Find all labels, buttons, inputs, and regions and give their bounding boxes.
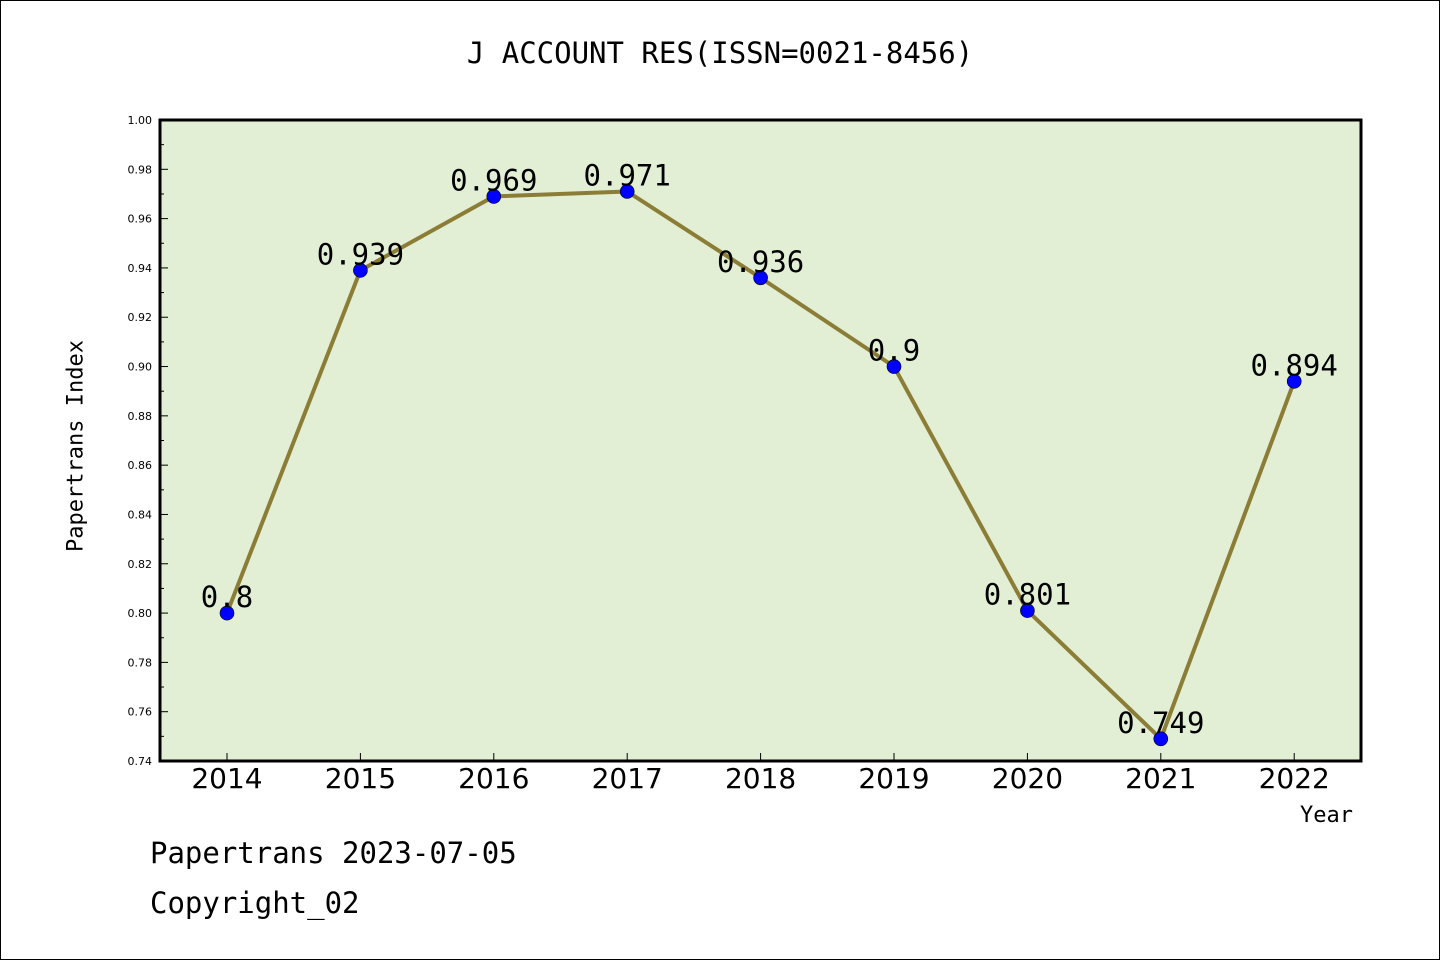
- x-tick-label: 2018: [725, 762, 796, 795]
- y-tick-label: 0.98: [128, 163, 153, 176]
- data-point: [353, 263, 368, 278]
- y-tick-label: 0.94: [128, 262, 153, 275]
- x-tick-label: 2014: [191, 762, 262, 795]
- x-tick-label: 2015: [325, 762, 396, 795]
- data-label: 0.9: [868, 334, 920, 368]
- data-label: 0.971: [584, 158, 671, 192]
- footer-copyright: Copyright_02: [150, 886, 360, 920]
- y-tick-label: 0.86: [128, 459, 153, 472]
- y-tick-label: 0.90: [128, 361, 153, 374]
- plot-area: [160, 120, 1361, 761]
- y-tick-label: 0.84: [128, 508, 153, 521]
- data-point: [753, 270, 768, 286]
- data-label: 0.939: [317, 237, 404, 271]
- y-tick-label: 0.82: [128, 558, 153, 571]
- data-point: [219, 605, 235, 621]
- data-point: [486, 189, 502, 204]
- plot-border: [158, 118, 1363, 763]
- y-tick-label: 0.88: [128, 410, 153, 423]
- data-point: [1020, 603, 1035, 618]
- data-label: 0.8: [201, 580, 253, 614]
- data-label: 0.801: [984, 578, 1071, 612]
- y-tick-label: 0.78: [128, 656, 153, 669]
- data-point: [619, 184, 635, 199]
- data-point: [886, 359, 902, 374]
- data-label: 0.749: [1117, 706, 1204, 740]
- chart-title: J ACCOUNT RES(ISSN=0021-8456): [466, 36, 974, 70]
- x-tick-label: 2020: [992, 762, 1063, 795]
- data-point: [1286, 374, 1302, 389]
- y-tick-label: 1.00: [128, 114, 153, 127]
- x-tick-label: 2017: [592, 762, 663, 795]
- y-tick-label: 0.74: [128, 755, 153, 768]
- data-point: [1153, 731, 1169, 747]
- data-label: 0.894: [1251, 348, 1338, 382]
- y-tick-label: 0.92: [128, 311, 153, 324]
- y-tick-label: 0.80: [128, 607, 153, 620]
- footer-date: Papertrans 2023-07-05: [150, 836, 517, 870]
- data-label: 0.936: [717, 245, 804, 279]
- x-tick-label: 2022: [1259, 762, 1330, 795]
- x-tick-label: 2019: [858, 762, 929, 795]
- x-tick-label: 2021: [1125, 762, 1196, 795]
- y-tick-label: 0.96: [128, 213, 153, 226]
- x-tick-label: 2016: [458, 762, 529, 795]
- x-axis-label: Year: [1300, 803, 1353, 828]
- data-label: 0.969: [450, 163, 537, 197]
- y-tick-label: 0.76: [128, 706, 153, 719]
